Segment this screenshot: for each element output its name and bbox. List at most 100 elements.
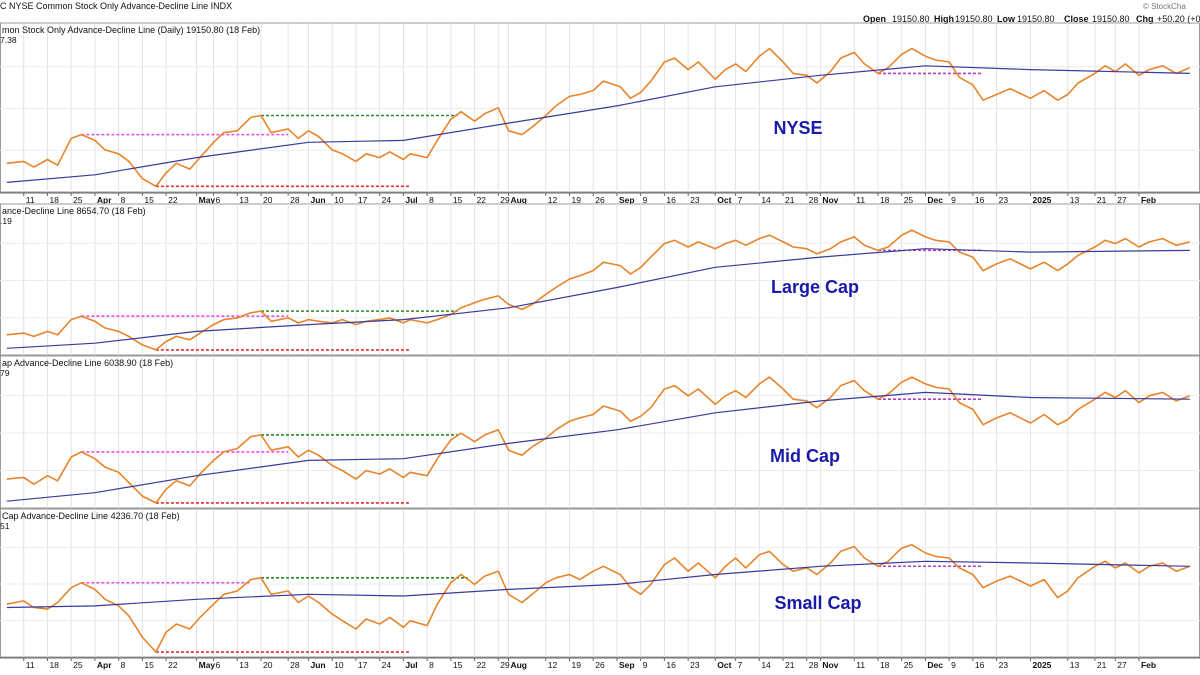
x-axis-top-tick-label: 9 — [643, 195, 648, 205]
x-axis-top-tick-label: 25 — [73, 195, 83, 205]
x-axis-top-tick-label: 23 — [690, 195, 700, 205]
x-axis-bottom-tick-label: Jul — [405, 660, 417, 670]
panel-large-cap: ance-Decline Line 8654.70 (18 Feb).19 Lar… — [0, 203, 1200, 356]
low-label: Low — [997, 14, 1016, 24]
x-axis-bottom-tick-label: 10 — [334, 660, 344, 670]
x-axis-top-tick-label: 27 — [1117, 195, 1127, 205]
x-axis-bottom-tick-label: Feb — [1141, 660, 1156, 670]
panel-side-value: 51 — [0, 521, 10, 531]
x-axis-top-tick-label: 28 — [290, 195, 300, 205]
x-axis-bottom-tick-label: 9 — [643, 660, 648, 670]
panel-side-value: 7.38 — [0, 35, 17, 45]
high-value: 19150.80 — [955, 14, 993, 24]
x-axis-bottom-tick-label: Sep — [619, 660, 635, 670]
x-axis-top-tick-label: 22 — [477, 195, 487, 205]
x-axis-top-tick-label: Oct — [717, 195, 731, 205]
x-axis-bottom-tick-label: 15 — [453, 660, 463, 670]
panel-label: Large Cap — [771, 277, 859, 297]
x-axis-bottom-tick-label: 8 — [429, 660, 434, 670]
x-axis-bottom-tick-label: 21 — [1097, 660, 1107, 670]
x-axis-bottom-tick-label: 9 — [951, 660, 956, 670]
x-axis-top-tick-label: 18 — [880, 195, 890, 205]
x-axis-top-tick-label: Aug — [510, 195, 527, 205]
x-axis-top-tick-label: 8 — [429, 195, 434, 205]
x-axis-bottom-tick-label: 24 — [382, 660, 392, 670]
x-axis-bottom-tick-label: 8 — [121, 660, 126, 670]
x-axis-top-tick-label: 26 — [595, 195, 605, 205]
x-axis-top-tick-label: May — [199, 195, 216, 205]
low-value: 19150.80 — [1017, 14, 1055, 24]
x-axis-top-tick-label: 24 — [382, 195, 392, 205]
x-axis-top-tick-label: Sep — [619, 195, 635, 205]
x-axis-bottom-tick-label: 11 — [856, 660, 865, 670]
x-axis-top-tick-label: 15 — [144, 195, 154, 205]
ad-line-series — [6, 543, 1191, 653]
x-axis-top-tick-label: 9 — [951, 195, 956, 205]
panel-nyse: mon Stock Only Advance-Decline Line (Dai… — [0, 22, 1200, 205]
x-axis-bottom-tick-label: 13 — [1070, 660, 1080, 670]
x-axis-top-tick-label: Jul — [405, 195, 417, 205]
x-axis-bottom-tick-label: 25 — [904, 660, 914, 670]
panel-label: Small Cap — [774, 593, 861, 613]
x-axis-bottom-tick-label: 21 — [785, 660, 795, 670]
x-axis-bottom-tick-label: 16 — [666, 660, 676, 670]
x-axis-bottom-tick-label: 17 — [358, 660, 368, 670]
x-axis-top-tick-label: 2025 — [1033, 195, 1052, 205]
x-axis-top-tick-label: 15 — [453, 195, 463, 205]
close-value: 19150.80 — [1092, 14, 1130, 24]
chart-title: C NYSE Common Stock Only Advance-Decline… — [0, 1, 232, 11]
panel-side-value: .19 — [0, 216, 12, 226]
high-label: High — [934, 14, 954, 24]
x-axis-top-tick-label: 29 — [500, 195, 510, 205]
x-axis-bottom-tick-label: 2025 — [1033, 660, 1052, 670]
x-axis-bottom-tick-label: Oct — [717, 660, 731, 670]
panel-title: Cap Advance-Decline Line 4236.70 (18 Feb… — [2, 511, 180, 521]
x-axis-bottom-tick-label: 11 — [26, 660, 35, 670]
x-axis-top-tick-label: 14 — [761, 195, 771, 205]
moving-average-series — [6, 560, 1190, 609]
panel-title: mon Stock Only Advance-Decline Line (Dai… — [2, 25, 260, 35]
x-axis-top-tick-label: 11 — [26, 195, 35, 205]
moving-average-series — [6, 391, 1190, 502]
panel-label: Mid Cap — [770, 446, 840, 466]
x-axis-top-tick-label: 13 — [239, 195, 249, 205]
x-axis-bottom-tick-label: 20 — [263, 660, 273, 670]
x-axis-top-tick-label: 16 — [666, 195, 676, 205]
x-axis-bottom-tick-label: 13 — [239, 660, 249, 670]
x-axis-top-tick-label: Nov — [822, 195, 838, 205]
x-axis-bottom-tick-label: 26 — [595, 660, 605, 670]
x-axis-bottom: 11 18 25 Apr 8 15 22 May 6 13 20 28 Jun 10 17 24 Jul 8 15 2… — [0, 657, 1200, 670]
x-axis-top-tick-label: Apr — [97, 195, 112, 205]
panel-label: NYSE — [773, 118, 822, 138]
x-axis-top-tick-label: 13 — [1070, 195, 1080, 205]
x-axis-top-tick-label: 21 — [1097, 195, 1107, 205]
x-axis-bottom-tick-label: 15 — [144, 660, 154, 670]
x-axis-bottom-tick-label: 22 — [477, 660, 487, 670]
x-axis-bottom-tick-label: Apr — [97, 660, 112, 670]
x-axis-top-tick-label: 7 — [738, 195, 743, 205]
panel-frame — [0, 508, 1200, 658]
x-axis-bottom-tick-label: 12 — [548, 660, 558, 670]
x-axis-bottom-tick-label: 22 — [168, 660, 178, 670]
x-axis-top-tick-label: 25 — [904, 195, 914, 205]
chg-value: +50.20 (+0 — [1157, 14, 1200, 24]
moving-average-series — [6, 248, 1190, 349]
x-axis-bottom-tick-label: May — [199, 660, 216, 670]
panel-title: ance-Decline Line 8654.70 (18 Feb) — [2, 206, 146, 216]
x-axis-bottom-tick-label: 27 — [1117, 660, 1127, 670]
open-value: 19150.80 — [892, 14, 930, 24]
x-axis-bottom-tick-label: 19 — [571, 660, 581, 670]
x-axis-bottom-tick-label: 23 — [690, 660, 700, 670]
ad-line-series — [6, 229, 1190, 351]
panel-frame — [0, 203, 1200, 356]
x-axis-top-tick-label: 8 — [121, 195, 126, 205]
x-axis-bottom-tick-label: 14 — [761, 660, 771, 670]
x-axis-top-tick-label: 16 — [975, 195, 985, 205]
x-axis-top-tick-label: 21 — [785, 195, 795, 205]
x-axis-bottom-tick-label: Nov — [822, 660, 838, 670]
close-label: Close — [1064, 14, 1089, 24]
x-axis-top-tick-label: 6 — [216, 195, 221, 205]
x-axis-bottom-tick-label: Aug — [510, 660, 527, 670]
moving-average-series — [6, 65, 1190, 183]
